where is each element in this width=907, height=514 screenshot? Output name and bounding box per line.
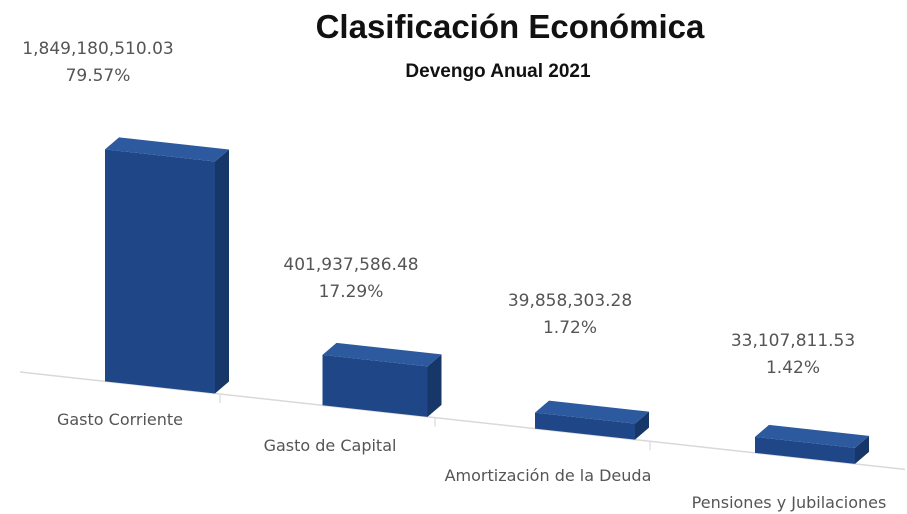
bar <box>535 400 649 440</box>
bar <box>322 342 442 417</box>
data-label-value: 33,107,811.53 <box>731 331 855 351</box>
bar <box>105 137 229 394</box>
bar-side-face <box>855 435 869 464</box>
bar-top-face <box>755 424 869 448</box>
bar-top-face <box>322 342 442 367</box>
chart-subtitle: Devengo Anual 2021 <box>405 61 591 82</box>
data-label-percent: 79.57% <box>66 66 131 86</box>
category-labels: Gasto Corriente Gasto de Capital Amortizac… <box>57 410 886 512</box>
data-label-percent: 1.72% <box>543 318 597 338</box>
bar-front-face <box>105 149 215 394</box>
bar-side-face <box>215 149 229 394</box>
category-label: Amortización de la Deuda <box>445 466 652 485</box>
bar <box>755 424 869 464</box>
data-labels: 1,849,180,510.03 79.57% 401,937,586.48 17.2… <box>22 39 855 378</box>
bar-side-face <box>427 354 442 417</box>
bar-top-face <box>105 137 229 162</box>
data-label-percent: 1.42% <box>766 358 820 378</box>
category-label: Pensiones y Jubilaciones <box>692 493 887 512</box>
category-label: Gasto Corriente <box>57 410 183 429</box>
data-label-value: 401,937,586.48 <box>283 255 418 275</box>
data-label-percent: 17.29% <box>319 282 384 302</box>
data-label-value: 1,849,180,510.03 <box>22 39 173 59</box>
data-label-value: 39,858,303.28 <box>508 291 632 311</box>
bars <box>105 137 869 464</box>
bar-front-face <box>755 436 855 464</box>
bar-front-face <box>535 412 635 440</box>
bar-side-face <box>635 411 649 440</box>
chart-title: Clasificación Económica <box>316 8 705 45</box>
category-label: Gasto de Capital <box>264 436 397 455</box>
bar-front-face <box>322 354 428 417</box>
bar-top-face <box>535 400 649 424</box>
